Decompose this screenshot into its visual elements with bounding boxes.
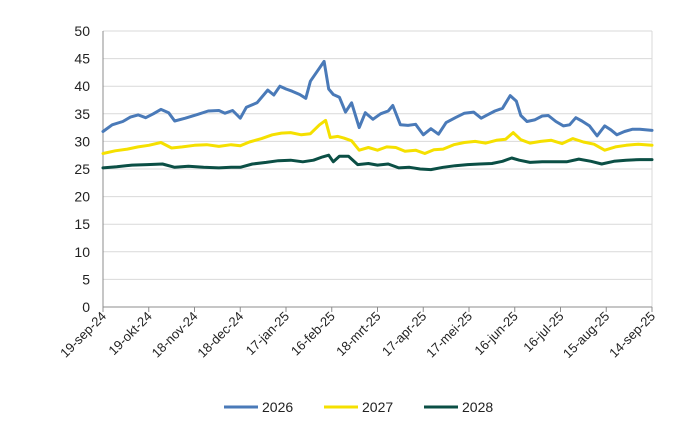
y-tick-label: 30 [74, 133, 90, 149]
x-tick-label: 14-sep-25 [606, 309, 658, 361]
legend-label-2028: 2028 [462, 399, 493, 415]
x-tick-labels: 19-sep-2419-okt-2418-nov-2418-dec-2417-j… [57, 309, 658, 362]
y-tick-label: 5 [82, 271, 90, 287]
x-tick-label: 15-aug-25 [560, 309, 613, 362]
y-tick-label: 25 [74, 161, 90, 177]
legend-label-2027: 2027 [362, 399, 393, 415]
y-tick-label: 35 [74, 106, 90, 122]
x-tick-label: 16-feb-25 [288, 309, 338, 359]
gridlines [103, 30, 653, 307]
x-tick-label: 18-mrt-25 [333, 309, 383, 359]
x-tick-label: 19-okt-24 [105, 309, 154, 358]
y-tick-label: 0 [82, 299, 90, 315]
y-tick-label: 40 [74, 78, 90, 94]
y-tick-labels: 0 5 10 15 20 25 30 35 40 45 50 [74, 23, 90, 315]
y-tick-label: 10 [74, 244, 90, 260]
legend: 2026 2027 2028 [224, 399, 493, 415]
x-tick-label: 16-jun-25 [471, 309, 520, 358]
x-tick-label: 17-mei-25 [423, 309, 475, 361]
series-line-2026 [101, 59, 654, 138]
x-tick-label: 17-apr-25 [379, 309, 429, 359]
x-tick-label: 18-nov-24 [149, 309, 201, 361]
x-tick-label: 19-sep-24 [57, 309, 109, 361]
y-tick-label: 45 [74, 51, 90, 67]
series-line-2027 [101, 118, 654, 155]
y-tick-label: 20 [74, 189, 90, 205]
y-tick-label: 15 [74, 216, 90, 232]
y-tick-label: 50 [74, 23, 90, 39]
legend-label-2026: 2026 [262, 399, 293, 415]
series-line-2028 [101, 153, 654, 172]
x-tick-label: 17-jan-25 [243, 309, 292, 358]
x-tick-label: 16-jul-25 [520, 309, 566, 355]
x-tick-label: 18-dec-24 [194, 309, 246, 361]
series-lines [101, 59, 654, 172]
axes [102, 31, 653, 312]
